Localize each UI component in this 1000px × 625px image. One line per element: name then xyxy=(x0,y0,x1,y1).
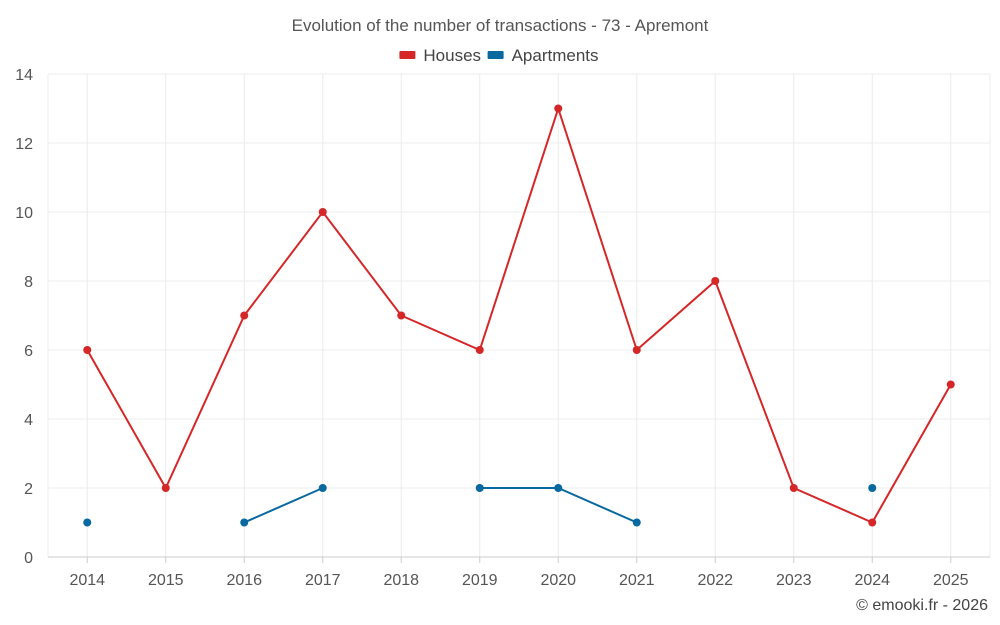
apartments-point-2014[interactable] xyxy=(83,518,92,527)
apartments-point-2021[interactable] xyxy=(632,518,641,527)
houses-point-2015[interactable] xyxy=(161,484,170,492)
legend[interactable]: Houses Apartments xyxy=(399,46,599,65)
apartments-point-2020[interactable] xyxy=(554,484,563,492)
x-tick-label: 2022 xyxy=(697,572,733,589)
houses-point-2018[interactable] xyxy=(397,311,406,320)
x-tick-label: 2018 xyxy=(383,572,419,589)
houses-legend-swatch[interactable] xyxy=(399,51,416,59)
apartments-point-2017[interactable] xyxy=(318,484,327,492)
houses-point-2024[interactable] xyxy=(868,518,877,527)
y-tick-label: 4 xyxy=(24,412,33,429)
y-tick-label: 0 xyxy=(24,550,33,567)
y-tick-label: 8 xyxy=(24,274,33,291)
x-tick-label: 2017 xyxy=(305,572,341,589)
y-tick-label: 12 xyxy=(15,136,33,153)
houses-point-2025[interactable] xyxy=(946,380,955,389)
y-tick-label: 10 xyxy=(15,205,33,222)
x-tick-label: 2024 xyxy=(854,572,890,589)
houses-series-line xyxy=(86,105,952,524)
x-tick-label: 2019 xyxy=(462,572,498,589)
houses-point-2017[interactable] xyxy=(318,208,327,216)
apartments-legend-label[interactable]: Apartments xyxy=(512,46,599,65)
houses-legend-label[interactable]: Houses xyxy=(423,46,481,65)
houses-point-2022[interactable] xyxy=(711,277,720,285)
apartments-point-2016[interactable] xyxy=(240,518,249,527)
x-tick-label: 2025 xyxy=(933,572,969,589)
houses-point-2021[interactable] xyxy=(632,346,641,354)
x-tick-label: 2021 xyxy=(619,572,655,589)
houses-point-2020[interactable] xyxy=(554,104,563,113)
x-tick-label: 2016 xyxy=(226,572,262,589)
grid xyxy=(47,73,991,557)
x-tick-label: 2020 xyxy=(540,572,576,589)
houses-point-2019[interactable] xyxy=(475,346,484,354)
y-tick-label: 6 xyxy=(24,343,33,360)
apartments-legend-swatch[interactable] xyxy=(487,51,504,59)
apartments-series-line xyxy=(243,487,324,524)
y-tick-label: 14 xyxy=(15,67,33,84)
houses-point-2023[interactable] xyxy=(789,484,798,492)
apartments-point-2024[interactable] xyxy=(868,484,877,492)
series-layer xyxy=(83,104,955,527)
houses-point-2016[interactable] xyxy=(240,311,249,320)
x-tick-label: 2023 xyxy=(776,572,812,589)
apartments-point-2019[interactable] xyxy=(475,484,484,492)
y-tick-label: 2 xyxy=(24,481,33,498)
axes: 0 2 4 6 8 10 12 14 2014 2015 2016 2017 2018 2019 2020 2… xyxy=(15,67,990,589)
chart-title: Evolution of the number of transactions … xyxy=(292,16,709,35)
credit-text: © emooki.fr - 2026 xyxy=(856,597,988,614)
x-tick-label: 2014 xyxy=(69,572,105,589)
houses-point-2014[interactable] xyxy=(83,346,92,354)
x-tick-label: 2015 xyxy=(148,572,184,589)
